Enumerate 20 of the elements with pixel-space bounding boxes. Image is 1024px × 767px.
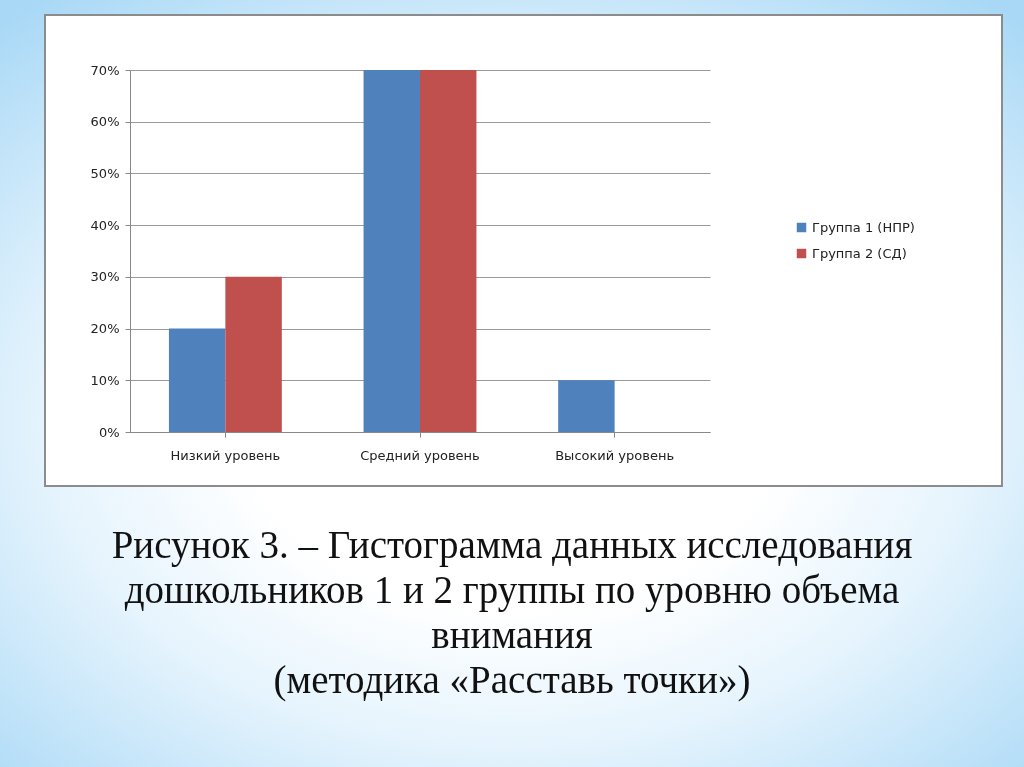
y-tick-label: 40% xyxy=(90,217,120,233)
bar xyxy=(363,70,420,432)
y-tick-label: 60% xyxy=(90,114,120,130)
y-tick-label: 10% xyxy=(90,372,120,388)
bar xyxy=(225,276,282,432)
y-tick-label: 20% xyxy=(90,321,120,337)
y-tick-label: 30% xyxy=(90,269,120,285)
text: Рисунок 3. – Гистограмма данных исследования дошкольников 1 и 2 группы по уровню объема внимания xyxy=(110,522,914,657)
legend-label: Группа 1 (НПР) xyxy=(812,219,915,235)
x-tick-label: Средний уровень xyxy=(360,447,480,463)
bar xyxy=(420,70,477,432)
x-tick-label: Низкий уровень xyxy=(170,447,281,463)
y-tick-label: 50% xyxy=(90,165,120,181)
bar xyxy=(558,380,615,432)
x-tick-label: Высокий уровень xyxy=(555,447,675,463)
bar xyxy=(168,328,226,432)
y-tick-label: 70% xyxy=(90,62,120,78)
y-tick-label: 0% xyxy=(98,424,120,440)
text: (методика «Расставь точки») xyxy=(272,657,752,702)
legend-label: Группа 2 (СД) xyxy=(812,245,907,261)
